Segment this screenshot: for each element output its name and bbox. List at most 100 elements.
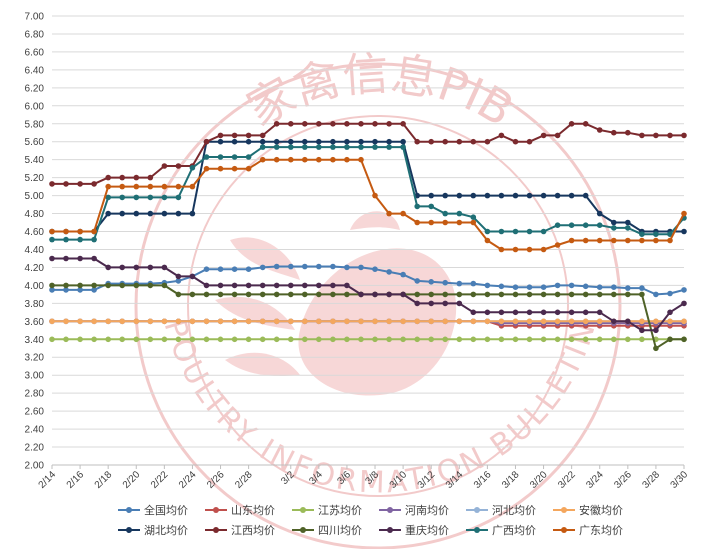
data-point <box>625 336 631 343</box>
data-point <box>77 236 83 243</box>
data-point <box>582 283 589 290</box>
data-point <box>189 336 196 343</box>
data-point <box>273 282 280 289</box>
data-point <box>582 309 589 316</box>
data-point <box>582 318 589 325</box>
series-line <box>52 257 685 332</box>
data-point <box>484 318 491 325</box>
data-point <box>372 192 378 199</box>
data-point <box>512 284 519 291</box>
x-tick-label: 2/18 <box>93 469 115 491</box>
x-tick-label: 2/16 <box>65 469 87 491</box>
data-point <box>288 138 294 145</box>
data-point <box>442 210 449 217</box>
data-point <box>175 163 182 169</box>
legend-label: 安徽均价 <box>579 503 623 517</box>
data-point <box>582 291 589 298</box>
legend-swatch-marker <box>213 507 219 513</box>
x-tick-label: 2/28 <box>233 469 255 491</box>
data-point <box>63 318 69 325</box>
data-point <box>611 129 617 136</box>
data-point <box>442 336 449 343</box>
data-point <box>554 318 561 325</box>
data-point <box>653 327 659 334</box>
legend-swatch-marker <box>300 507 306 513</box>
data-point <box>540 132 547 139</box>
data-point <box>400 271 406 278</box>
data-point <box>568 222 575 228</box>
data-point <box>512 192 519 199</box>
data-point <box>596 210 603 217</box>
data-point <box>288 121 294 127</box>
data-point <box>442 318 449 325</box>
data-point <box>49 181 55 187</box>
series-lines <box>49 121 687 352</box>
data-point <box>681 287 687 293</box>
data-point <box>414 203 421 210</box>
data-point <box>133 318 140 325</box>
data-point <box>526 138 533 145</box>
legend-swatch-marker <box>474 507 480 513</box>
y-tick-label: 2.60 <box>25 407 45 418</box>
data-point <box>245 318 252 325</box>
data-point <box>175 278 182 284</box>
data-point <box>217 138 224 145</box>
data-point <box>526 228 533 235</box>
data-point <box>400 336 406 343</box>
data-point <box>330 138 336 145</box>
data-point <box>344 144 350 150</box>
x-tick-label: 2/26 <box>205 469 227 491</box>
data-point <box>414 300 421 307</box>
data-point <box>77 181 83 187</box>
legend-item: 河北均价 <box>466 504 536 517</box>
data-point <box>77 287 83 293</box>
data-point <box>245 336 252 343</box>
data-point <box>91 282 97 289</box>
data-point <box>639 318 645 325</box>
data-point <box>667 231 673 237</box>
data-point <box>372 318 378 325</box>
data-point <box>484 291 491 298</box>
data-point <box>91 287 97 293</box>
data-point <box>147 194 154 201</box>
data-point <box>245 291 252 298</box>
data-point <box>442 219 449 226</box>
data-point <box>273 144 280 150</box>
data-point <box>344 291 350 298</box>
data-point <box>231 266 238 273</box>
data-point <box>400 291 406 298</box>
data-point <box>470 318 477 325</box>
data-point <box>498 309 505 316</box>
data-point <box>288 156 294 163</box>
data-point <box>414 278 421 284</box>
data-point <box>77 318 83 325</box>
data-point <box>358 291 364 298</box>
y-tick-label: 5.00 <box>25 191 45 202</box>
data-point <box>611 284 617 291</box>
data-point <box>175 318 182 325</box>
data-point <box>302 138 308 145</box>
data-point <box>540 192 547 199</box>
data-point <box>611 336 617 343</box>
data-point <box>540 336 547 343</box>
data-point <box>554 291 561 298</box>
data-point <box>344 138 350 145</box>
data-point <box>259 132 266 139</box>
data-point <box>400 121 406 127</box>
data-point <box>667 132 673 139</box>
data-point <box>639 231 645 237</box>
data-point <box>49 336 55 343</box>
data-point <box>456 192 463 199</box>
data-point <box>119 318 125 325</box>
data-point <box>456 210 463 217</box>
data-point <box>582 237 589 244</box>
data-point <box>175 291 182 298</box>
data-point <box>456 138 463 145</box>
data-point <box>302 336 308 343</box>
data-point <box>288 263 294 270</box>
data-point <box>330 318 336 325</box>
x-tick-label: 2/24 <box>177 469 199 491</box>
watermark: 家禽信息PIB POULTRY INFORMATION BULLETIN <box>134 46 622 549</box>
data-point <box>512 291 519 298</box>
